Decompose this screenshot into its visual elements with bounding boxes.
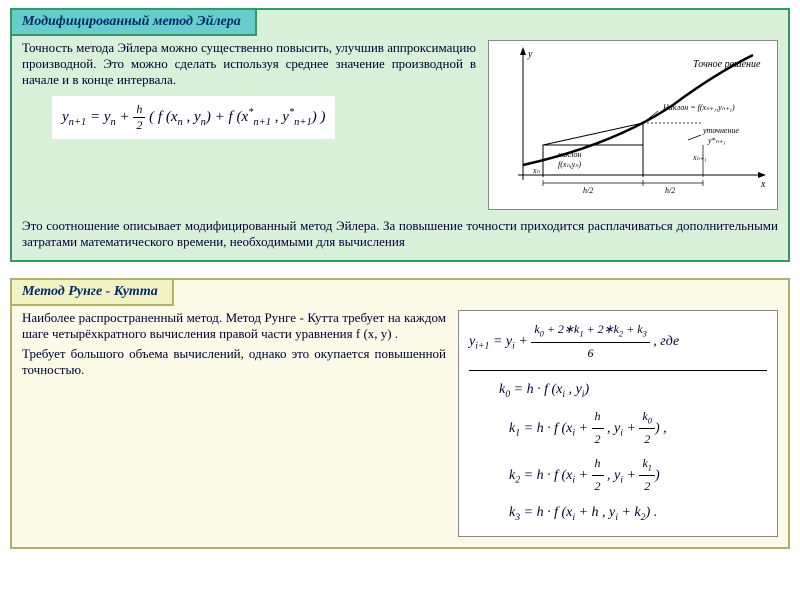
rk-formula-box: yi+1 = yi + k0 + 2∗k1 + 2∗k2 + k36 , где… <box>458 310 778 537</box>
rk-k2: k2 = h · f (xi + h2 , yi + k12) <box>469 453 767 498</box>
modified-euler-panel: Модифицированный метод Эйлера Точность м… <box>10 8 790 262</box>
diag-x-label: x <box>760 179 766 190</box>
runge-kutta-panel: Метод Рунге - Кутта Наиболее распростран… <box>10 278 790 549</box>
euler-text-col: Точность метода Эйлера можно существенно… <box>22 40 476 210</box>
euler-p2: Это соотношение описывает модифицированн… <box>22 218 778 250</box>
rk-k1: k1 = h · f (xi + h2 , yi + k02) , <box>469 406 767 451</box>
euler-row: Точность метода Эйлера можно существенно… <box>22 40 778 210</box>
euler-p1: Точность метода Эйлера можно существенно… <box>22 40 476 88</box>
euler-title: Модифицированный метод Эйлера <box>22 14 241 29</box>
diag-refine2: y*ₙ₊₁ <box>707 136 726 145</box>
diag-y-label: y <box>527 49 533 60</box>
diag-exact-label: Точное решение <box>693 59 761 70</box>
rk-main-formula: yi+1 = yi + k0 + 2∗k1 + 2∗k2 + k36 , где <box>469 319 767 371</box>
diag-h2a: h/2 <box>583 186 593 195</box>
rk-k0: k0 = h · f (xi , yi) <box>469 377 767 403</box>
diag-h2b: h/2 <box>665 186 675 195</box>
rk-p2: Требует большого объема вычислений, одна… <box>22 346 446 378</box>
rk-title-tab: Метод Рунге - Кутта <box>10 278 174 306</box>
euler-title-tab: Модифицированный метод Эйлера <box>10 8 257 36</box>
rk-p1: Наиболее распространенный метод. Метод Р… <box>22 310 446 342</box>
rk-k3: k3 = h · f (xi + h , yi + k2) . <box>469 500 767 526</box>
diag-slope1: наклон <box>558 150 581 159</box>
diag-slope-top: Наклон = f(xₙ₊₁,yₙ₊₁) <box>662 103 735 112</box>
euler-formula: yn+1 = yn + h2 ( f (xn , yn) + f (x*n+1 … <box>52 96 335 139</box>
diag-xn: xₙ <box>532 166 541 175</box>
diag-slope2: f(xₙ,yₙ) <box>558 160 581 169</box>
diag-refine: уточнение <box>702 126 739 135</box>
euler-diagram: y x Точное решение Наклон = f(xₙ₊₁,yₙ₊₁)… <box>488 40 778 210</box>
diag-xn1: xₙ₊₁ <box>692 153 707 162</box>
rk-row: Наиболее распространенный метод. Метод Р… <box>22 310 778 537</box>
rk-title: Метод Рунге - Кутта <box>22 284 158 299</box>
rk-text-col: Наиболее распространенный метод. Метод Р… <box>22 310 446 537</box>
